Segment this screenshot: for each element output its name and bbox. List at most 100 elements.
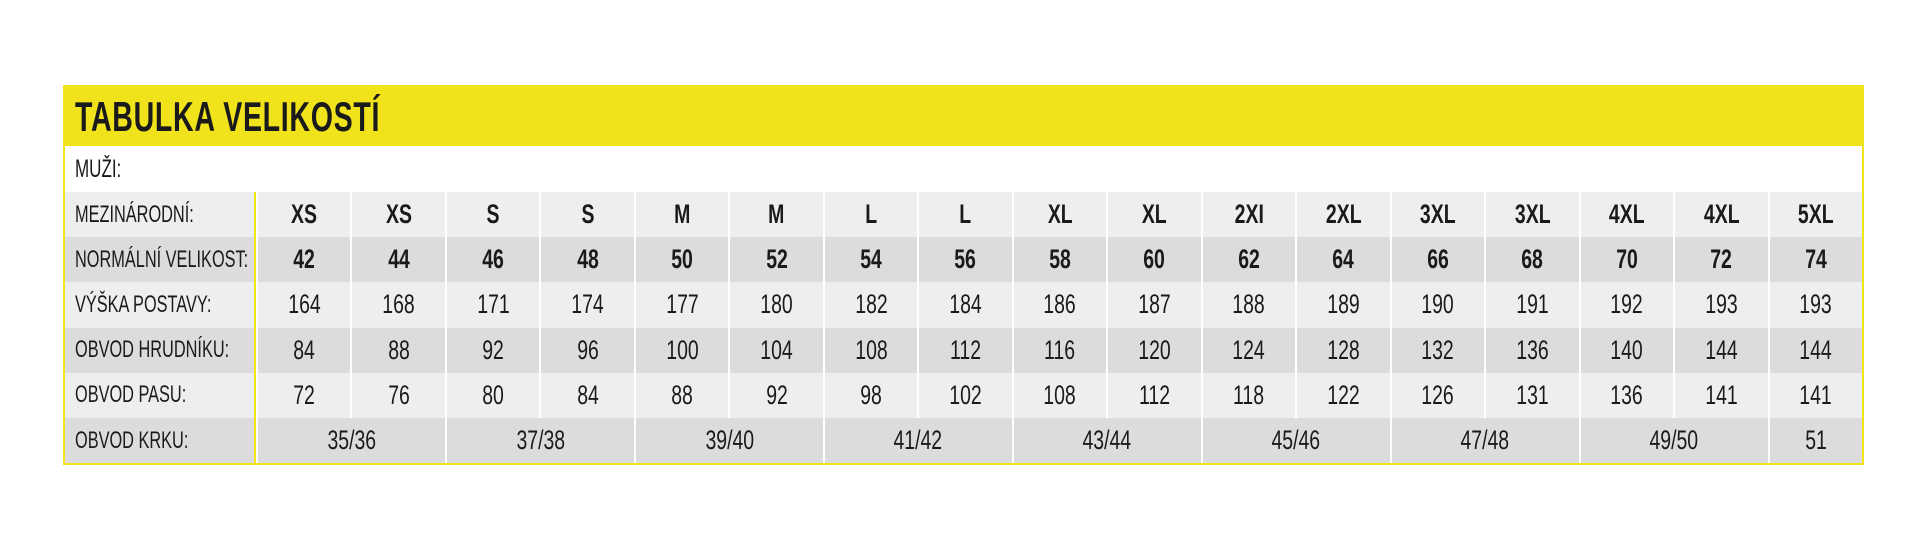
cell-value: 50 <box>671 244 693 275</box>
cell-value: 102 <box>949 379 982 410</box>
cell-value: 98 <box>860 379 882 410</box>
table-cell: 43/44 <box>1011 417 1201 464</box>
table-cell: 41/42 <box>822 417 1012 464</box>
cell-value: 187 <box>1138 289 1171 320</box>
table-cell: 131 <box>1484 372 1578 418</box>
cell-value: 39/40 <box>705 425 754 456</box>
table-cell: 4XL <box>1578 192 1673 238</box>
table-cell: 126 <box>1389 372 1484 418</box>
cell-value: 35/36 <box>327 425 376 456</box>
cell-value: 191 <box>1516 289 1549 320</box>
cell-value: M <box>768 199 785 230</box>
cell-value: 104 <box>760 334 793 365</box>
cell-value: 112 <box>950 334 982 365</box>
table-body: MEZINÁRODNÍ: XS XS S S M M L L XL XL 2XI 2XL 3XL 3XL 4X… <box>65 192 1862 464</box>
cell-value: 56 <box>954 244 977 275</box>
row-label-text: NORMÁLNÍ VELIKOST: <box>75 245 249 273</box>
cell-value: 108 <box>1043 379 1077 410</box>
table-cell: L <box>822 192 917 238</box>
table-cell: 108 <box>822 327 917 373</box>
table-cell: 96 <box>539 327 633 373</box>
table-cell: 174 <box>539 282 633 328</box>
cell-value: 164 <box>288 289 321 320</box>
cell-value: L <box>865 199 877 230</box>
cell-value: 96 <box>576 334 599 365</box>
table-cell: 88 <box>633 372 728 418</box>
table-cell: 58 <box>1011 237 1106 283</box>
table-cell: 189 <box>1295 282 1389 328</box>
cell-value: 180 <box>760 289 793 320</box>
table-title: TABULKA VELIKOSTÍ <box>75 92 381 140</box>
table-cell: 47/48 <box>1389 417 1579 464</box>
table-cell: 100 <box>633 327 728 373</box>
cell-value: 64 <box>1332 244 1355 275</box>
size-chart-table: TABULKA VELIKOSTÍ MUŽI: MEZINÁRODNÍ: XS XS… <box>63 85 1864 465</box>
table-cell: 120 <box>1106 327 1200 373</box>
table-cell: 37/38 <box>444 417 634 464</box>
table-cell: 112 <box>917 327 1011 373</box>
cell-value: 68 <box>1521 244 1544 275</box>
table-cell: 54 <box>822 237 917 283</box>
cell-value: 168 <box>382 289 415 320</box>
cell-value: 116 <box>1044 334 1076 365</box>
row-label-text: OBVOD PASU: <box>75 381 187 409</box>
table-row: OBVOD KRKU: 35/36 37/38 39/40 41/42 43/44 45/4… <box>65 417 1862 464</box>
table-cell: 46 <box>444 237 539 283</box>
row-label-text: OBVOD HRUDNÍKU: <box>75 336 230 364</box>
table-cell: 45/46 <box>1200 417 1390 464</box>
cell-value: 131 <box>1516 379 1549 410</box>
table-cell: 92 <box>444 327 539 373</box>
table-cell: 51 <box>1767 417 1862 464</box>
cell-value: 177 <box>665 289 699 320</box>
table-cell: 52 <box>728 237 822 283</box>
cell-value: 118 <box>1233 379 1265 410</box>
table-cell: 50 <box>633 237 728 283</box>
cell-value: 174 <box>571 289 604 320</box>
table-row: OBVOD PASU: 72 76 80 84 88 92 98 102 108 112 118 122… <box>65 372 1862 418</box>
cell-value: 72 <box>293 379 316 410</box>
table-cell: 141 <box>1767 372 1862 418</box>
table-cell: 42 <box>256 237 350 283</box>
table-cell: 39/40 <box>633 417 823 464</box>
table-cell: 49/50 <box>1578 417 1768 464</box>
cell-value: 47/48 <box>1460 425 1510 456</box>
cell-value: 190 <box>1421 289 1455 320</box>
cell-value: 5XL <box>1797 199 1834 230</box>
cell-value: 188 <box>1232 289 1266 320</box>
table-cell: 74 <box>1767 237 1862 283</box>
cell-value: 120 <box>1138 334 1171 365</box>
table-cell: 112 <box>1106 372 1200 418</box>
cell-value: 42 <box>293 244 316 275</box>
table-cell: 102 <box>917 372 1011 418</box>
cell-value: 74 <box>1804 244 1827 275</box>
cell-value: 171 <box>476 289 510 320</box>
table-cell: 56 <box>917 237 1011 283</box>
row-label-text: OBVOD KRKU: <box>75 426 189 454</box>
table-cell: 3XL <box>1484 192 1578 238</box>
table-cell: 141 <box>1673 372 1767 418</box>
cell-value: 60 <box>1143 244 1166 275</box>
table-cell: 177 <box>633 282 728 328</box>
cell-value: XS <box>385 199 412 230</box>
table-cell: 128 <box>1295 327 1389 373</box>
cell-value: 132 <box>1421 334 1455 365</box>
cell-value: 92 <box>482 334 504 365</box>
table-row: OBVOD HRUDNÍKU: 84 88 92 96 100 104 108 112 116 12… <box>65 327 1862 373</box>
table-cell: 104 <box>728 327 822 373</box>
cell-value: 100 <box>665 334 699 365</box>
cell-value: 84 <box>293 334 316 365</box>
table-cell: 168 <box>350 282 444 328</box>
row-label: OBVOD HRUDNÍKU: <box>65 327 256 373</box>
table-cell: 136 <box>1578 372 1673 418</box>
cell-value: 141 <box>1799 379 1832 410</box>
cell-value: 126 <box>1421 379 1455 410</box>
cell-value: 136 <box>1516 334 1549 365</box>
table-cell: 84 <box>539 372 633 418</box>
table-cell: 2XI <box>1200 192 1295 238</box>
cell-value: 51 <box>1804 425 1827 456</box>
cell-value: 122 <box>1327 379 1360 410</box>
table-cell: 192 <box>1578 282 1673 328</box>
cell-value: 54 <box>860 244 882 275</box>
table-cell: 164 <box>256 282 350 328</box>
cell-value: 193 <box>1799 289 1832 320</box>
